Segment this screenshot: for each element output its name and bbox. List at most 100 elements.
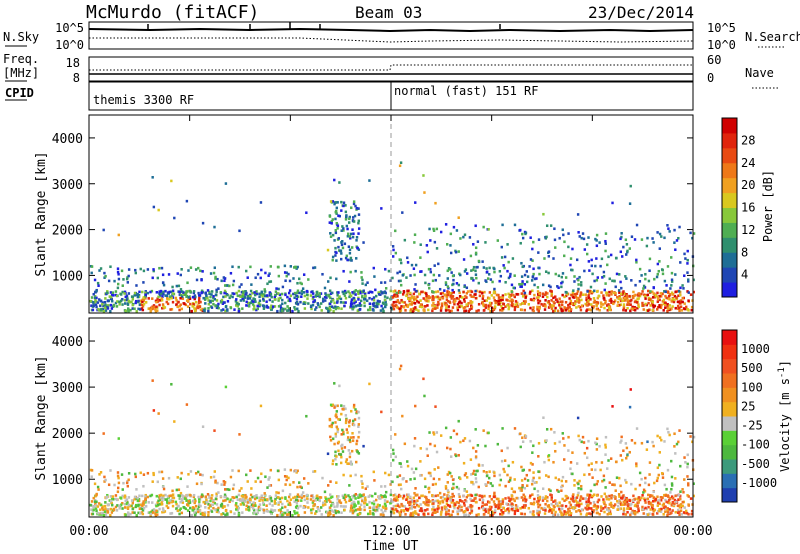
data-cell — [602, 500, 605, 504]
data-cell — [179, 507, 182, 511]
data-cell — [222, 276, 226, 279]
data-cell — [595, 442, 598, 446]
data-cell — [630, 511, 633, 515]
data-cell — [292, 292, 295, 296]
data-cell — [677, 440, 680, 444]
data-cell — [638, 483, 642, 487]
data-cell — [587, 500, 591, 504]
data-cell — [658, 298, 661, 302]
data-cell — [427, 471, 431, 475]
data-cell — [310, 290, 313, 294]
data-cell — [579, 495, 583, 499]
data-cell — [464, 268, 468, 271]
data-cell — [334, 457, 337, 461]
data-cell — [502, 506, 506, 510]
data-cell — [573, 302, 577, 306]
colorbar-swatch — [722, 147, 737, 164]
data-cell — [344, 210, 348, 214]
data-cell — [552, 304, 555, 307]
data-cell — [463, 309, 466, 313]
data-cell — [256, 307, 260, 311]
data-cell — [622, 308, 625, 312]
data-cell — [640, 238, 644, 241]
data-cell — [501, 513, 504, 516]
colorbar-tick-label: 8 — [741, 245, 748, 259]
data-cell — [123, 496, 126, 499]
data-cell — [635, 258, 638, 262]
data-cell — [554, 246, 557, 249]
nsearch-tick-bottom: 10^0 — [707, 38, 736, 52]
data-cell — [542, 212, 545, 216]
data-cell — [498, 269, 502, 273]
data-cell — [213, 429, 216, 432]
data-cell — [560, 285, 563, 289]
data-cell — [425, 498, 428, 502]
data-cell — [668, 501, 671, 505]
data-cell — [108, 499, 111, 502]
data-cell — [193, 309, 197, 313]
data-cell — [193, 501, 196, 505]
data-cell — [118, 504, 121, 508]
data-cell — [165, 498, 169, 501]
data-cell — [618, 295, 621, 298]
data-cell — [409, 478, 412, 481]
data-cell — [358, 506, 362, 509]
data-cell — [612, 506, 615, 509]
data-cell — [383, 295, 387, 298]
velocity-colorbar-label-sup: -1 — [777, 367, 787, 378]
data-cell — [488, 266, 491, 270]
date-title: 23/Dec/2014 — [588, 3, 694, 22]
data-cell — [331, 495, 334, 499]
data-cell — [425, 500, 428, 504]
data-cell — [260, 268, 263, 272]
data-cell — [520, 261, 523, 265]
data-cell — [390, 511, 394, 515]
data-cell — [422, 512, 425, 516]
data-cell — [612, 504, 616, 508]
data-cell — [501, 294, 505, 297]
data-cell — [516, 305, 519, 308]
data-cell — [538, 496, 541, 500]
data-cell — [671, 496, 675, 500]
data-cell — [474, 455, 478, 458]
data-cell — [386, 296, 389, 300]
data-cell — [97, 284, 100, 288]
data-cell — [661, 503, 665, 507]
data-cell — [593, 503, 596, 507]
y-tick-label: 3000 — [52, 381, 83, 396]
data-cell — [522, 289, 525, 293]
data-cell — [666, 265, 670, 268]
data-cell — [168, 494, 171, 498]
data-cell — [653, 508, 657, 512]
data-cell — [413, 499, 416, 503]
data-cell — [651, 499, 655, 503]
data-cell — [625, 296, 629, 300]
data-cell — [588, 473, 591, 476]
data-cell — [589, 489, 593, 493]
data-cell — [487, 304, 490, 308]
data-cell — [493, 510, 497, 514]
data-cell — [194, 268, 198, 271]
data-cell — [536, 496, 540, 500]
data-cell — [652, 241, 655, 244]
data-cell — [358, 508, 362, 511]
data-cell — [265, 305, 268, 309]
data-cell — [571, 268, 574, 272]
data-cell — [161, 510, 164, 514]
data-cell — [268, 484, 271, 487]
data-cell — [445, 298, 449, 301]
data-cell — [140, 511, 143, 514]
data-cell — [577, 482, 580, 486]
data-cell — [349, 460, 353, 464]
data-cell — [614, 293, 617, 296]
data-cell — [444, 487, 448, 490]
data-cell — [514, 303, 518, 306]
data-cell — [436, 507, 439, 511]
data-cell — [344, 420, 348, 423]
data-cell — [105, 495, 109, 499]
data-cell — [549, 427, 553, 431]
data-cell — [416, 499, 419, 502]
data-cell — [488, 297, 491, 300]
data-cell — [277, 496, 280, 499]
